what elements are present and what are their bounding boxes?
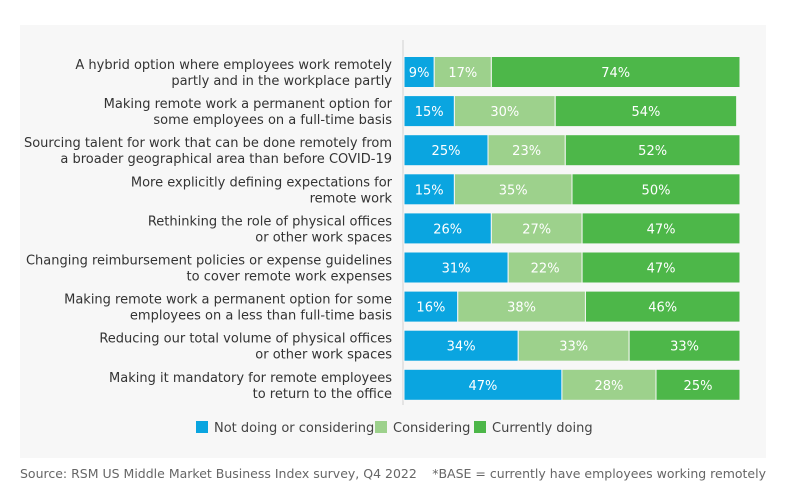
bar-segment <box>490 212 583 245</box>
bar-segment <box>581 212 741 245</box>
category-label: partly and in the workplace partly <box>171 74 392 89</box>
data-label: 50% <box>642 183 671 198</box>
data-label: 25% <box>684 379 713 394</box>
category-label: Reducing our total volume of physical of… <box>99 332 392 347</box>
data-label: 35% <box>499 183 528 198</box>
category-label: Making remote work a permanent option fo… <box>104 97 393 112</box>
category-label: Changing reimbursement policies or expen… <box>26 254 392 269</box>
category-label: Making remote work a permanent option fo… <box>64 293 392 308</box>
legend-swatch <box>375 421 387 433</box>
category-label: Sourcing talent for work that can be don… <box>24 136 392 151</box>
category-label: Making it mandatory for remote employees <box>109 371 392 386</box>
bar-segment <box>403 56 435 88</box>
source-note: Source: RSM US Middle Market Business In… <box>20 466 417 481</box>
bar-segment <box>403 95 455 128</box>
data-label: 25% <box>432 144 461 159</box>
bar-segment <box>433 56 492 88</box>
bar-segment <box>564 134 741 167</box>
bar-segment <box>403 212 492 245</box>
data-label: 31% <box>442 262 471 277</box>
bar-segment <box>403 368 563 401</box>
legend-label: Not doing or considering <box>214 421 374 436</box>
category-label: a broader geographical area than before … <box>60 152 392 167</box>
data-label: 34% <box>447 340 476 355</box>
bar-segment <box>490 56 741 88</box>
bar-segment <box>561 368 657 401</box>
data-label: 27% <box>522 222 551 237</box>
legend-swatch <box>474 421 486 433</box>
bar-segment <box>584 290 741 323</box>
data-label: 47% <box>647 262 676 277</box>
data-label: 15% <box>415 105 444 120</box>
data-label: 26% <box>433 222 462 237</box>
data-label: 22% <box>531 262 560 277</box>
category-label: some employees on a full-time basis <box>153 113 392 128</box>
bar-segment <box>571 173 741 206</box>
bar-segment <box>403 329 519 362</box>
bar-segment <box>554 95 738 128</box>
bar-segment <box>457 290 586 323</box>
data-label: 17% <box>448 66 477 81</box>
bar-segment <box>655 368 741 401</box>
data-label: 47% <box>647 222 676 237</box>
legend-label: Currently doing <box>492 421 593 436</box>
legend-label: Considering <box>393 421 470 436</box>
category-label: More explicitly defining expectations fo… <box>131 175 393 190</box>
data-label: 54% <box>631 105 660 120</box>
category-label: or other work spaces <box>255 230 392 245</box>
bar-segment <box>453 173 573 206</box>
category-label: to return to the office <box>253 387 392 402</box>
data-label: 52% <box>638 144 667 159</box>
data-label: 9% <box>409 66 430 81</box>
data-label: 33% <box>670 340 699 355</box>
legend-swatch <box>196 421 208 433</box>
category-label: A hybrid option where employees work rem… <box>75 58 392 73</box>
data-label: 16% <box>416 301 445 316</box>
data-label: 23% <box>512 144 541 159</box>
base-note: *BASE = currently have employees working… <box>432 466 766 481</box>
category-label: remote work <box>310 191 393 206</box>
data-label: 74% <box>601 66 630 81</box>
bar-segment <box>628 329 741 362</box>
bar-segment <box>403 290 459 323</box>
data-label: 30% <box>490 105 519 120</box>
bar-segment <box>581 251 741 284</box>
category-label: or other work spaces <box>255 348 392 363</box>
data-label: 28% <box>595 379 624 394</box>
data-label: 33% <box>559 340 588 355</box>
category-label: employees on a less than full-time basis <box>130 309 392 324</box>
data-label: 38% <box>507 301 536 316</box>
bar-segment <box>403 173 455 206</box>
data-label: 15% <box>415 183 444 198</box>
category-label: Rethinking the role of physical offices <box>148 214 392 229</box>
data-label: 46% <box>648 301 677 316</box>
category-label: to cover remote work expenses <box>187 270 393 285</box>
data-label: 47% <box>469 379 498 394</box>
